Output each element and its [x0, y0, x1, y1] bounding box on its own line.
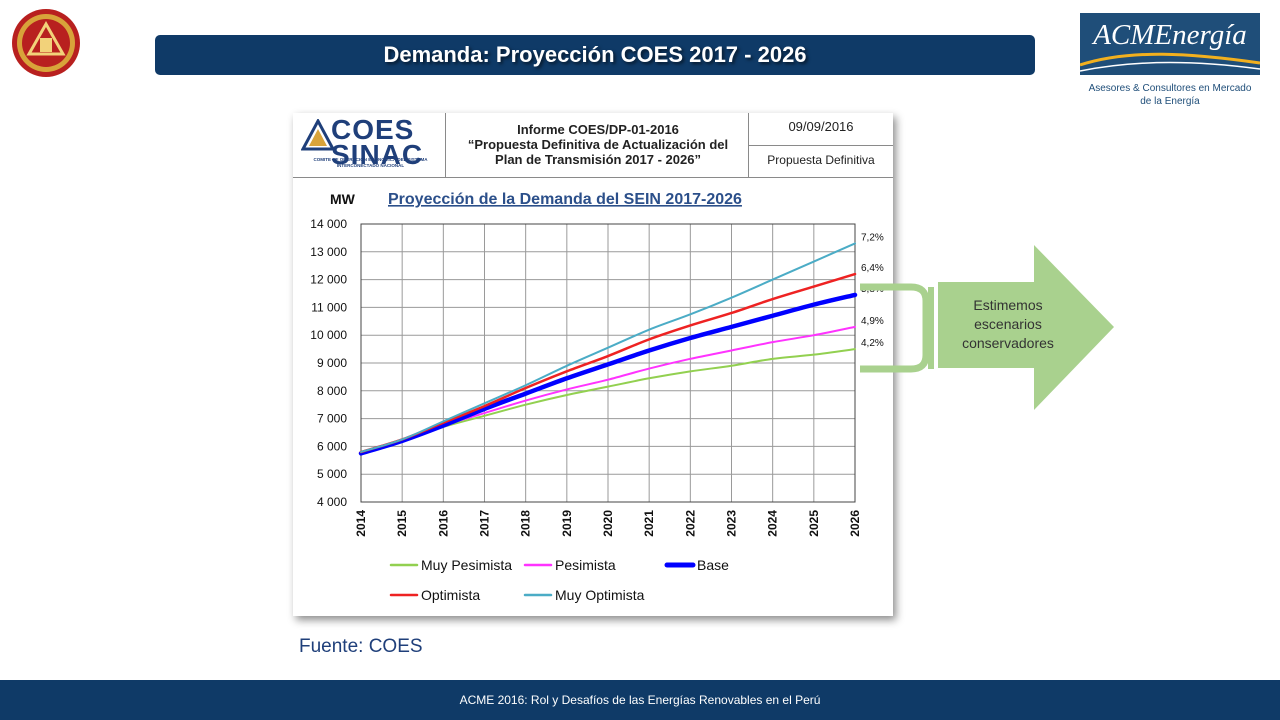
series-end-label: 4,9%	[861, 316, 884, 327]
x-tick-label: 2024	[766, 510, 780, 537]
meta-divider	[749, 145, 893, 146]
x-tick-label: 2023	[725, 510, 739, 537]
chart-title: Proyección de la Demanda del SEIN 2017-2…	[388, 191, 742, 208]
x-tick-label: 2020	[601, 510, 615, 537]
acm-tagline-line-1: Asesores & Consultores en Mercado	[1088, 83, 1252, 94]
x-tick-label: 2015	[395, 510, 409, 537]
arrow-text-line-3: conservadores	[962, 335, 1054, 351]
acm-logo-text: ACMEnergía	[1093, 19, 1247, 51]
chart-series-layer	[358, 242, 858, 456]
acm-swoosh-icon	[1080, 52, 1260, 72]
series-line-base	[358, 292, 858, 456]
legend-label: Pesimista	[555, 557, 616, 573]
x-tick-label: 2017	[478, 510, 492, 537]
green-arrow-shape	[938, 245, 1114, 410]
y-tick-label: 6 000	[317, 439, 347, 453]
y-tick-label: 4 000	[317, 495, 347, 509]
x-tick-label: 2025	[807, 510, 821, 537]
source-note: Fuente: COES	[299, 636, 423, 657]
legend-label: Base	[697, 557, 729, 573]
report-title-line-3: Plan de Transmisión 2017 - 2026”	[495, 152, 701, 167]
acm-tagline: Asesores & Consultores en Mercado de la …	[1070, 82, 1270, 108]
x-tick-label: 2022	[683, 510, 697, 537]
chart-grid: 4 000 5 000 6 000 7 000 8 000 9 000 10 000 11 0…	[310, 217, 862, 537]
report-meta-cell: 09/09/2016 Propuesta Definitiva	[749, 113, 893, 177]
coes-sub-1: COMITE DE OPERACION ECONOMICA DEL SISTEM…	[313, 157, 428, 162]
report-status: Propuesta Definitiva	[767, 153, 875, 167]
x-tick-label: 2014	[354, 510, 368, 537]
footer-text: ACME 2016: Rol y Desafíos de las Energía…	[459, 693, 821, 707]
acm-energia-logo	[1080, 13, 1260, 75]
report-header: COES SINAC COMITE DE OPERACION ECONOMICA…	[293, 113, 893, 178]
y-tick-label: 10 000	[310, 328, 347, 342]
coes-text-2: SINAC	[331, 139, 424, 170]
coes-triangle-icon	[301, 119, 335, 151]
series-end-label: 7,2%	[861, 232, 884, 243]
y-tick-label: 13 000	[310, 245, 347, 259]
y-tick-label: 5 000	[317, 467, 347, 481]
report-title-line-1: Informe COES/DP-01-2016	[517, 122, 679, 137]
x-tick-label: 2026	[848, 510, 862, 537]
series-line-muy-optimista	[360, 242, 856, 453]
coes-logo-subtitle: COMITE DE OPERACION ECONOMICA DEL SISTEM…	[298, 157, 443, 169]
legend-label: Muy Optimista	[555, 587, 645, 603]
y-tick-label: 11 000	[311, 300, 347, 314]
chart-y-axis-label: MW	[330, 191, 356, 207]
coes-text-1: COES	[331, 114, 415, 145]
x-tick-label: 2018	[519, 510, 533, 537]
y-tick-label: 9 000	[317, 356, 347, 370]
y-tick-label: 12 000	[310, 273, 347, 287]
coes-sub-2: INTERCONECTADO NACIONAL	[336, 163, 405, 168]
report-title: Informe COES/DP-01-2016 “Propuesta Defin…	[450, 122, 746, 167]
series-line-optimista	[359, 272, 857, 454]
slide-footer: ACME 2016: Rol y Desafíos de las Energía…	[0, 680, 1280, 720]
x-tick-label: 2016	[436, 510, 450, 537]
plot-frame	[360, 223, 856, 503]
arrow-text-line-2: escenarios	[974, 316, 1042, 332]
college-seal-logo	[12, 9, 80, 77]
acm-tagline-line-2: de la Energía	[1140, 96, 1200, 107]
coes-logo-text: COES SINAC	[331, 114, 424, 170]
legend-label: Optimista	[421, 587, 480, 603]
slide-title-bar: Demanda: Proyección COES 2017 - 2026	[155, 35, 1035, 75]
report-title-cell: Informe COES/DP-01-2016 “Propuesta Defin…	[446, 113, 749, 177]
arrow-text-line-1: Estimemos	[973, 297, 1043, 313]
y-tick-label: 7 000	[317, 412, 347, 426]
series-end-label: 4,2%	[861, 338, 884, 349]
y-tick-label: 14 000	[310, 217, 347, 231]
series-end-label: 6,4%	[861, 263, 884, 274]
arrow-callout-text: Estimemos escenarios conservadores	[943, 296, 1073, 353]
chart-legend: Muy Pesimista Pesimista Base Optimista Muy O…	[389, 557, 729, 603]
legend-label: Muy Pesimista	[421, 557, 512, 573]
x-tick-label: 2021	[642, 510, 656, 537]
slide-title: Demanda: Proyección COES 2017 - 2026	[383, 42, 807, 67]
x-tick-label: 2019	[560, 510, 574, 537]
bracket-shape	[860, 283, 934, 373]
coes-report-figure: COES SINAC COMITE DE OPERACION ECONOMICA…	[293, 113, 893, 616]
y-tick-label: 8 000	[317, 384, 347, 398]
report-title-line-2: “Propuesta Definitiva de Actualización d…	[467, 137, 729, 152]
coes-logo-cell: COES SINAC COMITE DE OPERACION ECONOMICA…	[293, 113, 446, 177]
demand-projection-chart: MW Proyección de la Demanda del SEIN 201…	[310, 191, 884, 603]
report-date: 09/09/2016	[788, 119, 854, 134]
